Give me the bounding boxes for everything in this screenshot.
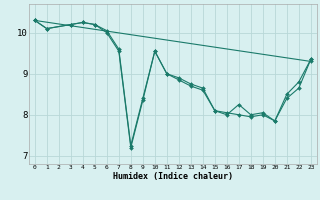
X-axis label: Humidex (Indice chaleur): Humidex (Indice chaleur) [113, 172, 233, 181]
